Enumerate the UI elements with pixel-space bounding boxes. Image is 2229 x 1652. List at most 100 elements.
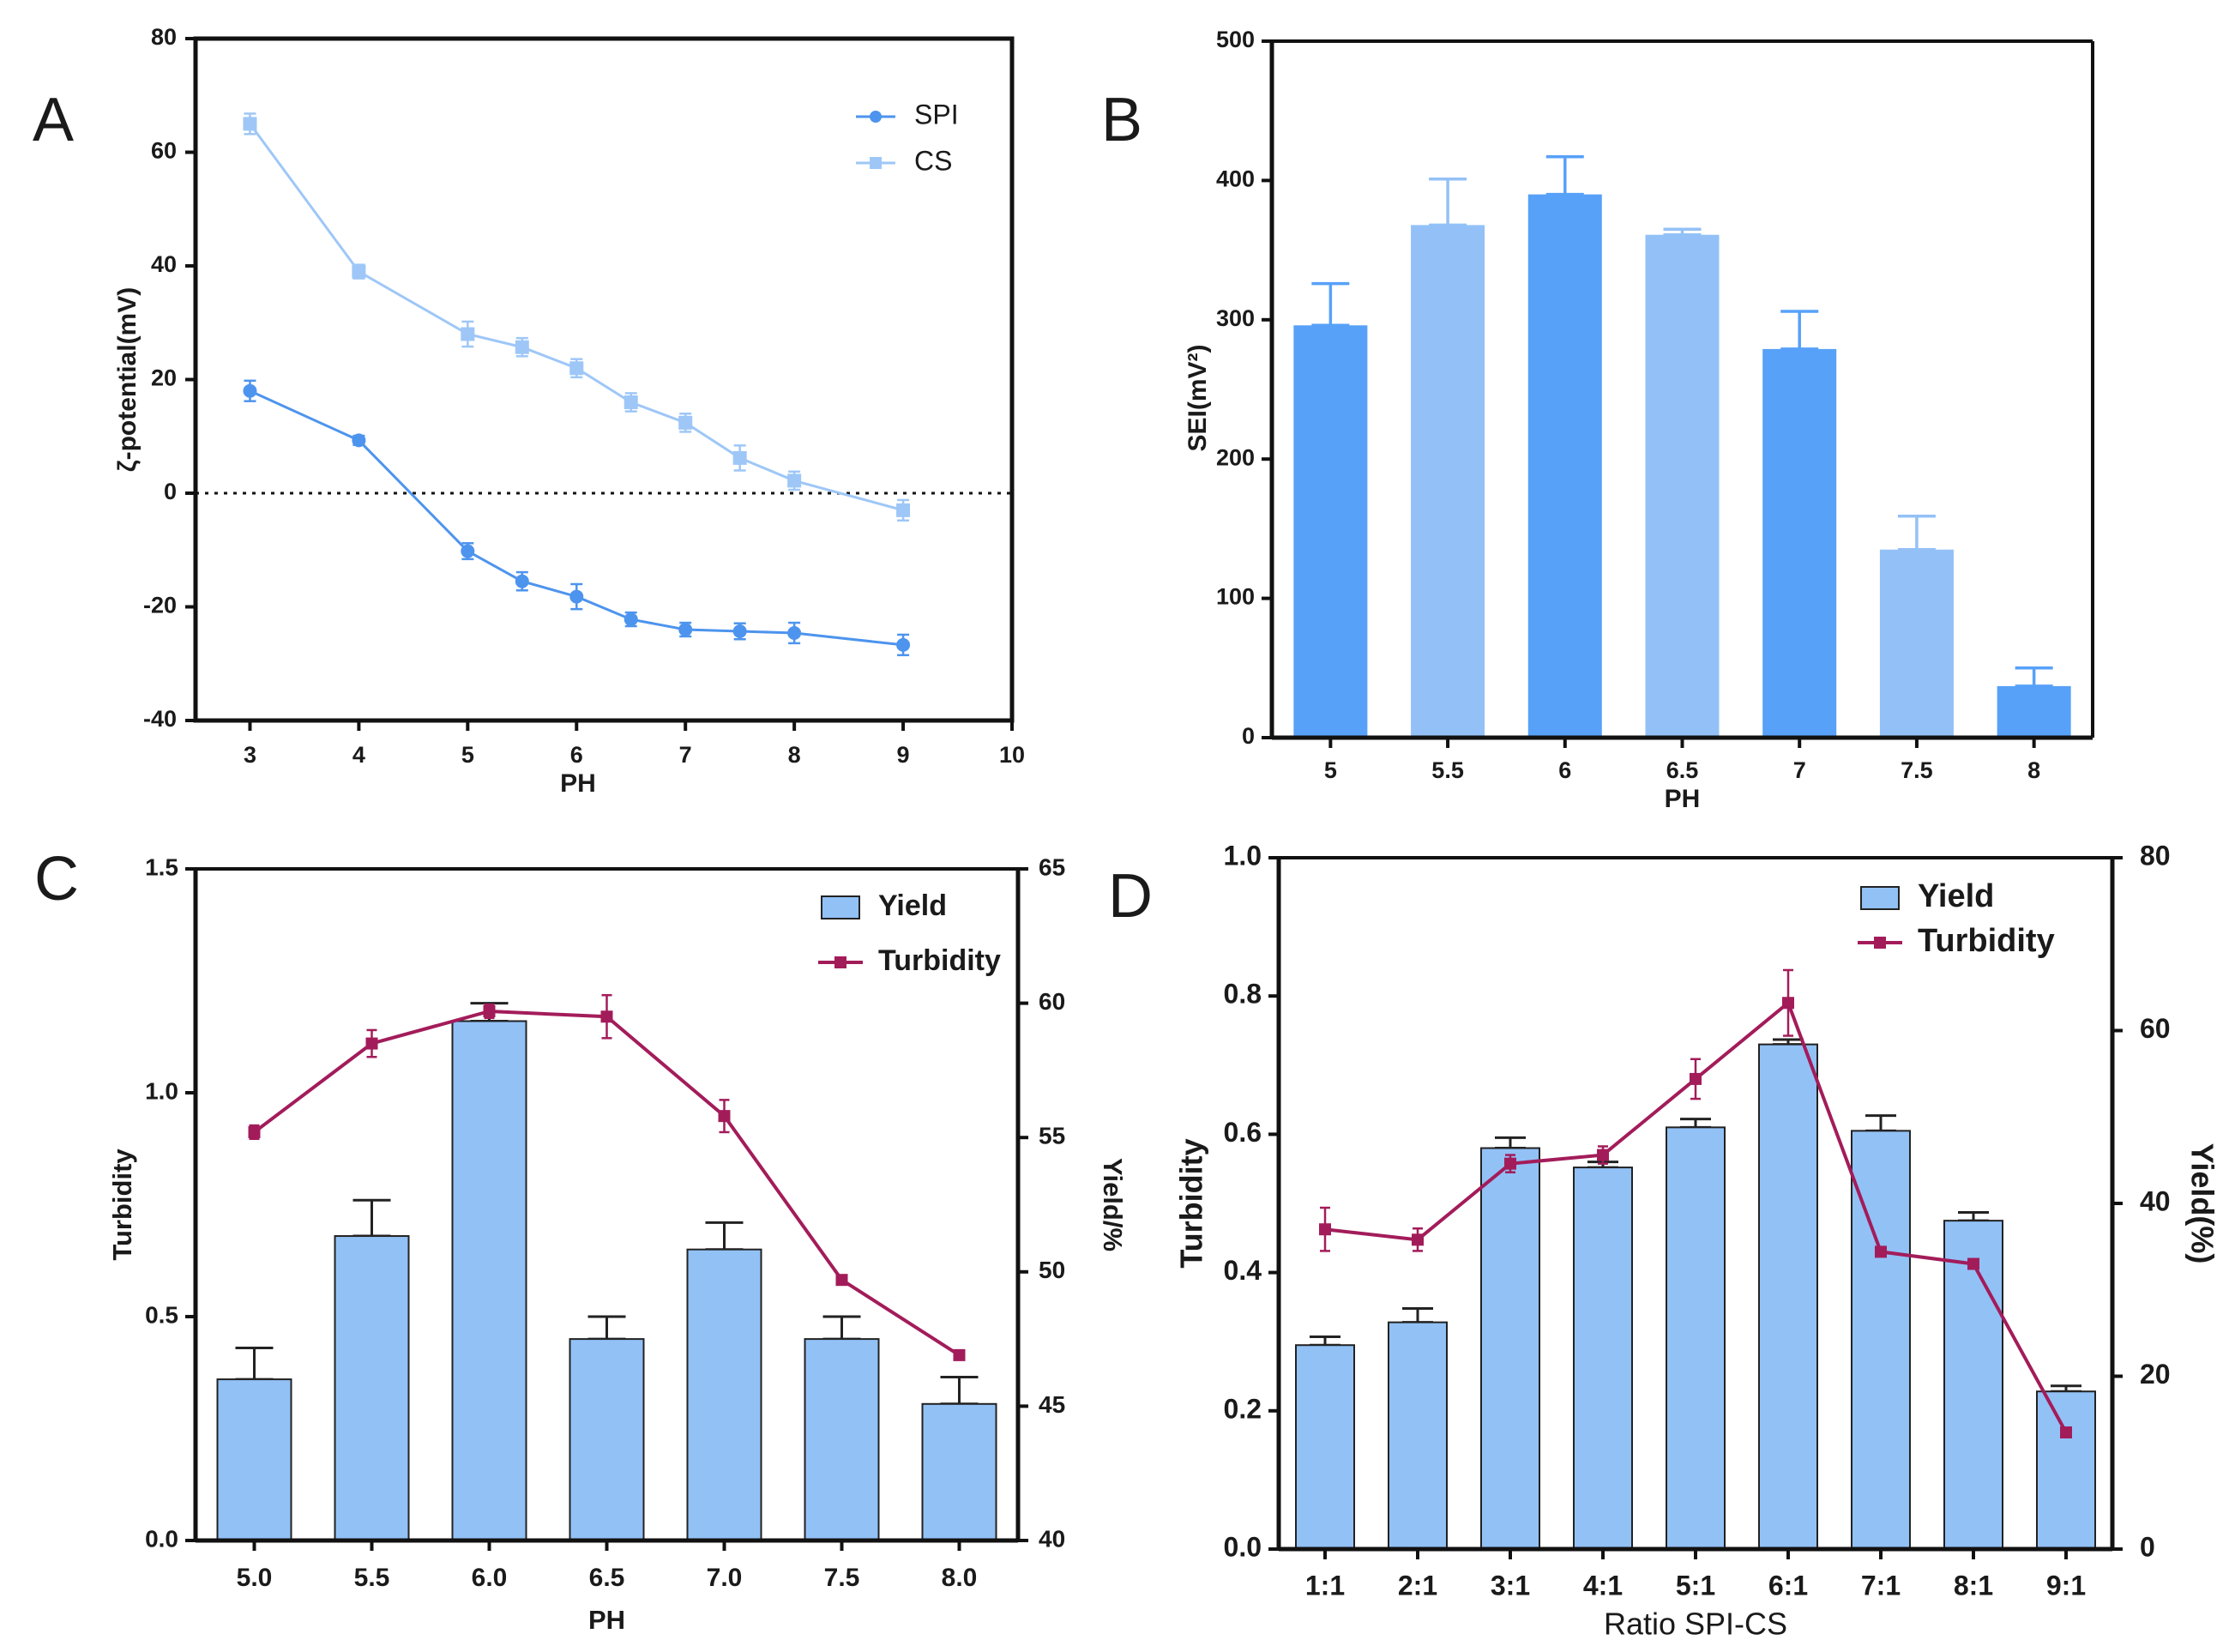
panel-c-turbidity-point [248,1125,261,1138]
panel-d-turbidity-point [1597,1149,1609,1161]
panel-d-ytick-label: 0.4 [1224,1255,1262,1286]
panel-b-bar [1879,549,1954,738]
panel-a-point-cs [624,395,638,409]
panel-b-bar [1411,225,1485,738]
panel-d-bar [2036,1390,2096,1551]
panel-d-bar-error [1680,1118,1711,1129]
panel-b-ytick-label: 100 [1216,584,1255,610]
panel-a-point-cs [678,415,693,430]
panel-a-point-spi [569,589,584,604]
panel-c-bar [451,1020,527,1541]
panel-b-error-bar [1897,515,1936,552]
panel-a-point-cs [243,117,257,131]
panel-d-y2tick-label: 60 [2140,1013,2171,1044]
panel-d-xtick-label: 4:1 [1583,1570,1623,1601]
panel-d-bar [1943,1220,2003,1551]
panel-c-turbidity-point [718,1110,731,1123]
panel-d-bar-error [1865,1114,1896,1132]
panel-b-error-bar [1780,310,1819,351]
panel-d-xlabel: Ratio SPI-CS [1604,1607,1787,1642]
panel-c-bar [569,1338,645,1541]
panel-a-xtick-label: 10 [999,742,1025,768]
panel-a-series-line-spi [249,389,904,647]
panel-a-ytick-label: -20 [143,593,177,618]
panel-c-ylabel: Turbidity [107,1149,137,1261]
panel-d-turbidity-point [1319,1223,1331,1236]
panel-c-bar-error [352,1198,391,1238]
panel-a-ytick-label: 80 [151,24,177,50]
panel-b-error-bar [2015,666,2053,688]
panel-d-y2tick-label: 0 [2140,1531,2155,1562]
panel-b-xtick-label: 8 [2027,757,2040,783]
panel-b-error-bar [1311,281,1350,328]
panel-d-ytick-label: 0.6 [1224,1117,1262,1148]
panel-c-bar [921,1402,997,1542]
panel-c-ytick-label: 1.0 [145,1077,178,1104]
panel-a-series-line-cs [249,123,904,512]
panel-d-bar-error [1310,1335,1340,1347]
panel-a-point-spi [896,637,911,652]
panel-d-legend-turbidity-marker [1874,937,1886,949]
panel-a-point-spi [787,625,802,640]
panel-c-bar [334,1235,410,1542]
panel-c-y2tick-label: 65 [1039,853,1065,880]
panel-c-turbidity-point [835,1274,848,1287]
panel-c-bar-error [940,1375,979,1406]
panel-a-ytick-label: 0 [164,479,177,504]
panel-c-turbidity-point [483,1004,496,1017]
panel-d-bar-error [1495,1136,1526,1150]
panel-d-y2tick-label: 80 [2140,840,2171,871]
panel-d-bar [1388,1321,1448,1550]
panel-c-legend-yield-swatch [821,895,860,919]
panel-c-xlabel: PH [588,1605,625,1635]
panel-b-xtick-label: 7.5 [1901,757,1933,783]
panel-d-legend-yield-swatch [1860,886,1900,910]
panel-c-y2tick-label: 50 [1039,1257,1065,1283]
panel-a-xtick-label: 9 [897,742,910,768]
panel-d-ylabel: Turbidity [1174,1138,1209,1268]
panel-a-point-spi [243,383,257,398]
panel-a-point-cs [732,450,747,465]
panel-a-point-cs [352,264,366,279]
panel-a-point-spi [515,574,529,588]
panel-c-bar [804,1338,880,1541]
panel-c-y2tick-label: 60 [1039,988,1065,1015]
panel-a-point-spi [461,544,475,558]
panel-b-bar [1645,234,1720,739]
panel-c-bar [686,1248,762,1541]
panel-c-ytick-label: 0.0 [145,1525,178,1552]
panel-letter-c: C [34,845,79,913]
panel-a-legend-label: SPI [914,99,959,130]
panel-b-ytick-label: 500 [1216,27,1255,52]
panel-b-ytick-label: 0 [1242,723,1255,749]
panel-d-legend-turbidity-label: Turbidity [1918,923,2055,959]
panel-b-xtick-label: 5 [1324,757,1337,783]
panel-d-legend-yield-label: Yield [1918,878,1994,914]
panel-c-bar-error [587,1315,626,1341]
panel-b-ytick-label: 400 [1216,166,1255,192]
panel-a-point-spi [352,433,366,448]
panel-a-legend-marker [870,111,882,123]
panel-d-y2tick-label: 20 [2140,1359,2171,1390]
panel-d-ytick-label: 0.8 [1224,979,1262,1010]
panel-c-ytick-label: 0.5 [145,1301,178,1328]
panel-c-xtick-label: 6.5 [589,1564,625,1592]
panel-c-xtick-label: 5.0 [237,1564,273,1592]
panel-b-xlabel: PH [1665,785,1701,813]
panel-b-xtick-label: 6 [1558,757,1571,783]
panel-d-xtick-label: 8:1 [1954,1570,1993,1601]
panel-c-legend-turbidity-marker [834,956,846,968]
panel-c-ytick-label: 1.5 [145,853,178,880]
panel-c-turbidity-point [600,1010,613,1023]
panel-d-bar [1295,1344,1355,1550]
panel-c-xtick-label: 5.5 [354,1564,390,1592]
panel-a-point-cs [787,473,802,488]
panel-a-legend-marker [870,157,882,169]
panel-letter-d: D [1108,862,1153,931]
panel-c-bar-error [705,1221,744,1251]
panel-b-ylabel: SEI(mV²) [1184,344,1212,451]
panel-d-ytick-label: 0.2 [1224,1393,1262,1424]
panel-d-turbidity-point [2060,1426,2072,1438]
panel-a-ytick-label: -40 [143,706,177,732]
panel-b-bar [1762,348,1837,738]
